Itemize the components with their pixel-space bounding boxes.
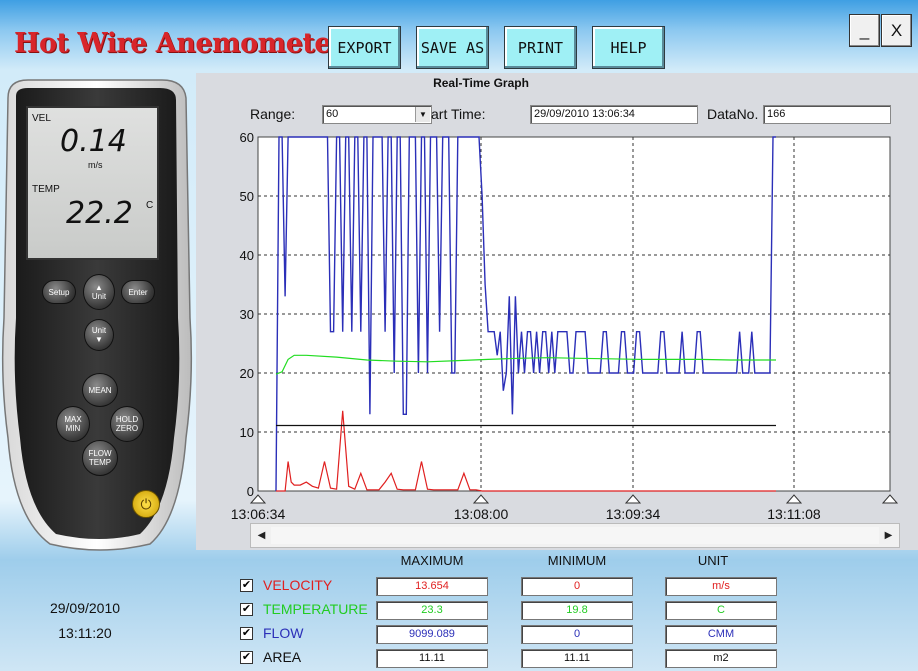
x-tick-label: 13:08:00: [454, 506, 509, 522]
y-tick-label: 60: [240, 130, 254, 145]
unit-up-button: ▲ Unit: [83, 274, 115, 310]
meter-lcd: VEL 0.14 m/s TEMP 22.2 C: [26, 106, 159, 260]
hold-zero-button: HOLD ZERO: [110, 406, 144, 442]
row-label-temperature: TEMPERATURE: [263, 601, 368, 617]
graph-title: Real-Time Graph: [433, 76, 529, 90]
row-max-area: 11.11: [376, 649, 488, 668]
mean-label: MEAN: [88, 385, 112, 395]
lcd-temp-unit: C: [146, 200, 154, 211]
zero-label: ZERO: [115, 424, 139, 433]
maximum-header: MAXIMUM: [400, 553, 464, 568]
row-unit-velocity: m/s: [665, 577, 777, 596]
row-unit-flow: CMM: [665, 625, 777, 644]
min-label: MIN: [65, 424, 81, 433]
y-tick-label: 50: [240, 189, 254, 204]
x-tick-label: 13:06:34: [231, 506, 286, 522]
unit-label: Unit: [91, 292, 107, 301]
range-label: Range:: [250, 106, 296, 122]
app-title: Hot Wire Anemometer: [14, 28, 345, 59]
minimize-button[interactable]: _: [849, 14, 880, 47]
lcd-vel-label: VEL: [32, 113, 51, 124]
graph-panel: Real-Time Graph Range: 60 ▼ art Time: 29…: [196, 73, 918, 550]
setup-label: Setup: [48, 287, 70, 297]
y-tick-label: 30: [240, 307, 254, 322]
close-button[interactable]: X: [881, 14, 912, 47]
save-as-button[interactable]: SAVE AS: [416, 26, 489, 69]
row-label-area: AREA: [263, 649, 302, 665]
unit-header: UNIT: [697, 553, 729, 568]
x-tick-marker: [624, 494, 642, 504]
arrow-up-icon: ▲: [95, 283, 103, 292]
scroll-right-icon[interactable]: ▶: [884, 530, 893, 541]
x-tick-marker: [249, 494, 267, 504]
datano-field[interactable]: 166: [763, 105, 891, 124]
row-max-velocity: 13.654: [376, 577, 488, 596]
row-checkbox-temperature[interactable]: ✔: [240, 603, 253, 616]
series-line-temperature: [275, 354, 776, 375]
series-line-velocity: [276, 410, 776, 492]
row-min-flow: 0: [521, 625, 633, 644]
help-button[interactable]: HELP: [592, 26, 665, 69]
x-tick-label: 13:09:34: [606, 506, 661, 522]
y-tick-label: 10: [240, 425, 254, 440]
x-tick-marker-end: [881, 494, 899, 504]
max-min-button: MAX MIN: [56, 406, 90, 442]
arrow-down-icon: ▼: [95, 335, 103, 344]
power-icon: ⏻: [132, 490, 160, 518]
scroll-track[interactable]: [271, 527, 879, 544]
x-tick-label: 13:11:08: [767, 506, 821, 522]
mean-button: MEAN: [82, 373, 118, 407]
row-min-temperature: 19.8: [521, 601, 633, 620]
status-date: 29/09/2010: [49, 600, 121, 616]
export-button[interactable]: EXPORT: [328, 26, 401, 69]
lcd-temp-value: 22.2: [66, 196, 133, 231]
start-time-field[interactable]: 29/09/2010 13:06:34: [530, 105, 698, 124]
row-label-velocity: VELOCITY: [263, 577, 333, 593]
chevron-down-icon[interactable]: ▼: [415, 107, 430, 122]
y-tick-label: 20: [240, 366, 254, 381]
series-line-flow: [275, 136, 776, 492]
enter-label: Enter: [128, 287, 148, 297]
range-value: 60: [326, 108, 339, 120]
row-checkbox-area[interactable]: ✔: [240, 651, 253, 664]
range-select[interactable]: 60 ▼: [322, 105, 432, 124]
flow-temp-button: FLOW TEMP: [82, 440, 118, 476]
row-unit-temperature: C: [665, 601, 777, 620]
row-unit-area: m2: [665, 649, 777, 668]
anemometer-device: VEL 0.14 m/s TEMP 22.2 C Setup ▲ Unit Ent…: [0, 78, 194, 552]
x-tick-marker: [472, 494, 490, 504]
horizontal-scrollbar[interactable]: ◀ ▶: [250, 523, 900, 548]
lcd-vel-value: 0.14: [60, 124, 127, 159]
max-label: MAX: [64, 415, 82, 424]
x-tick-marker: [785, 494, 803, 504]
setup-button: Setup: [42, 280, 76, 304]
flow-label: FLOW: [88, 449, 112, 458]
row-min-velocity: 0: [521, 577, 633, 596]
row-max-flow: 9099.089: [376, 625, 488, 644]
start-time-label: art Time:: [431, 106, 486, 122]
row-checkbox-flow[interactable]: ✔: [240, 627, 253, 640]
scroll-left-icon[interactable]: ◀: [257, 530, 266, 541]
unit-label-2: Unit: [91, 326, 107, 335]
lcd-temp-label: TEMP: [32, 184, 60, 195]
temp-label: TEMP: [88, 458, 112, 467]
lcd-vel-unit: m/s: [88, 160, 103, 170]
hold-label: HOLD: [115, 415, 139, 424]
enter-button: Enter: [121, 280, 155, 304]
row-max-temperature: 23.3: [376, 601, 488, 620]
datano-label: DataNo.: [707, 106, 759, 122]
real-time-chart: 60 50 40 30 20 10 0 13:06:34 13:08:00 13:09:34 13…: [231, 130, 899, 522]
row-min-area: 11.11: [521, 649, 633, 668]
row-checkbox-velocity[interactable]: ✔: [240, 579, 253, 592]
plot-area: [257, 136, 891, 492]
row-label-flow: FLOW: [263, 625, 304, 641]
y-tick-label: 40: [240, 248, 254, 263]
unit-down-button: Unit ▼: [84, 319, 114, 351]
minimum-header: MINIMUM: [547, 553, 607, 568]
print-button[interactable]: PRINT: [504, 26, 577, 69]
y-tick-label: 0: [247, 484, 254, 499]
status-time: 13:11:20: [58, 625, 112, 641]
